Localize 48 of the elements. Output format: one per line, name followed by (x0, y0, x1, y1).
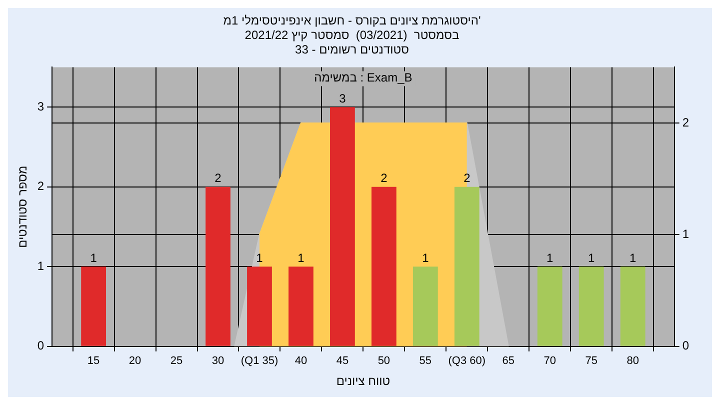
bar (454, 186, 480, 346)
x-tick-label: (Q3 60) (448, 355, 486, 368)
data-label: 1 (298, 250, 305, 265)
x-tick-label: 75 (585, 355, 598, 368)
bar (578, 266, 604, 346)
bar (371, 186, 396, 346)
bar (412, 266, 438, 346)
y2-tick-label: 0 (682, 338, 690, 353)
x-tick-label: 25 (170, 355, 183, 368)
data-label: 1 (256, 250, 264, 265)
bar (620, 266, 646, 346)
bar (206, 186, 230, 346)
y2-tick-label: 1 (682, 227, 690, 242)
data-label: 2 (380, 171, 388, 186)
x-tick-label: 50 (378, 355, 390, 368)
bar (81, 266, 106, 346)
data-label: 2 (214, 171, 222, 186)
y-tick-label: 2 (37, 179, 44, 194)
data-label: 1 (90, 250, 98, 265)
x-tick-label: 20 (128, 355, 142, 368)
x-tick-label: 15 (87, 355, 100, 368)
y2-tick-label: 2 (682, 115, 690, 130)
x-tick-label: 55 (419, 355, 432, 368)
x-tick-label: 70 (544, 355, 556, 368)
x-tick-label: 80 (626, 355, 639, 368)
bar (288, 266, 314, 346)
data-label: 1 (588, 250, 596, 265)
x-tick-label: 40 (294, 355, 308, 368)
y-tick-label: 3 (37, 99, 44, 114)
chart-subtitle: בסמסטר (03/2021) סמסטר קיץ 2021/22 סטודנטים רשומים - 33 (244, 28, 460, 56)
x-tick-label: 65 (502, 355, 515, 368)
x-tick-label: (Q1 35) (240, 355, 278, 368)
x-tick-label: 45 (336, 355, 349, 368)
data-label: 1 (630, 250, 636, 265)
data-label: 2 (464, 171, 471, 186)
data-label: 1 (422, 250, 430, 265)
bar (537, 266, 562, 346)
bar (330, 107, 355, 346)
x-axis-title: טווח ציונים (336, 374, 390, 388)
chart-title: היסטוגרמת ציונים בקורס - חשבון אינפיניטסימלי 1מ' (223, 14, 481, 28)
y-tick-label: 1 (37, 258, 44, 273)
annotation: במשימה : Exam_B (314, 70, 412, 85)
data-label: 3 (339, 91, 346, 106)
data-label: 1 (546, 250, 554, 265)
y-axis-title: מספר סטודנטים (16, 166, 30, 248)
bar (247, 266, 272, 346)
x-tick-label: 30 (212, 355, 224, 368)
y-tick-label: 0 (37, 338, 44, 353)
